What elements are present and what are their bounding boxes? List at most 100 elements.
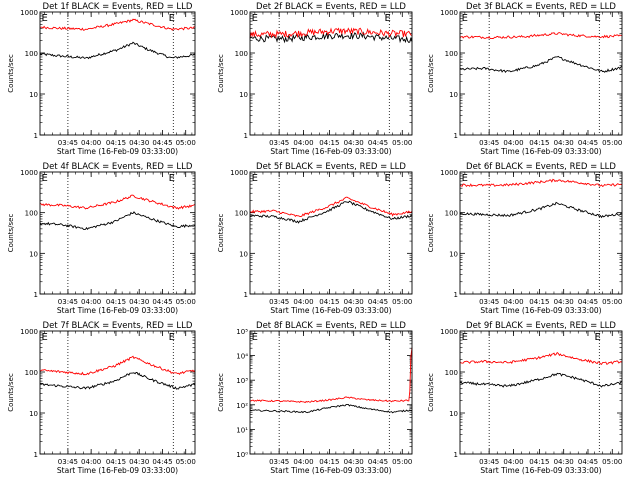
- panel-9: Det 9f BLACK = Events, RED = LLD Counts/s…: [427, 321, 623, 475]
- y-tick-label: 1: [454, 291, 458, 299]
- panel-title: Det 6f BLACK = Events, RED = LLD: [466, 162, 616, 172]
- series-events-line: [459, 372, 623, 388]
- y-tick-label: 1000: [440, 169, 458, 177]
- y-tick-label: 10: [29, 91, 38, 99]
- x-tick-label: 04:45: [368, 139, 388, 147]
- x-axis-label: Start Time (16-Feb-09 03:33:00): [480, 466, 601, 475]
- panel-7: Det 7f BLACK = Events, RED = LLD Counts/s…: [7, 321, 196, 475]
- plot-frame: [249, 11, 413, 136]
- x-tick-label: 05:00: [392, 139, 412, 147]
- e-marker: E: [169, 332, 175, 343]
- panel-6: Det 6f BLACK = Events, RED = LLD Counts/s…: [427, 162, 623, 315]
- x-axis-label: Start Time (16-Feb-09 03:33:00): [57, 466, 178, 475]
- x-tick-label: 04:45: [578, 298, 598, 306]
- y-tick-label: 10⁴: [236, 353, 248, 361]
- e-marker: E: [384, 173, 390, 184]
- plot-frame: [39, 330, 196, 455]
- x-tick-label: 05:00: [176, 458, 196, 466]
- x-tick-label: 04:15: [319, 298, 339, 306]
- e-marker: E: [594, 173, 600, 184]
- y-tick-label: 1000: [20, 9, 38, 17]
- panel-2: Det 2f BLACK = Events, RED = LLD Counts/s…: [217, 2, 413, 156]
- plot-frame: [249, 330, 413, 455]
- y-tick-label: 1: [34, 132, 38, 140]
- series-lld-line: [459, 351, 623, 366]
- panel-1: Det 1f BLACK = Events, RED = LLD Counts/s…: [7, 2, 196, 156]
- e-marker: E: [252, 332, 258, 343]
- plot-frame: [249, 171, 413, 295]
- series-lld-line: [39, 355, 196, 376]
- y-tick-label: 10³: [236, 377, 248, 385]
- e-marker: E: [169, 13, 175, 24]
- x-tick-label: 04:30: [554, 139, 574, 147]
- panel-3: Det 3f BLACK = Events, RED = LLD Counts/s…: [427, 2, 623, 156]
- series-lld-line: [249, 347, 413, 404]
- x-tick-label: 04:45: [152, 458, 172, 466]
- x-tick-label: 04:00: [81, 458, 101, 466]
- y-tick-label: 10⁵: [236, 328, 248, 336]
- x-tick-label: 04:15: [319, 139, 339, 147]
- x-tick-label: 04:00: [81, 298, 101, 306]
- y-tick-label: 10: [449, 410, 458, 418]
- x-tick-label: 03:45: [269, 458, 289, 466]
- plot-frame: [39, 11, 196, 136]
- x-axis-label: Start Time (16-Feb-09 03:33:00): [270, 306, 391, 315]
- panel-title: Det 4f BLACK = Events, RED = LLD: [43, 162, 193, 172]
- x-tick-label: 04:30: [129, 298, 149, 306]
- x-tick-label: 04:00: [503, 139, 523, 147]
- y-tick-label: 10: [29, 250, 38, 258]
- y-tick-label: 1000: [20, 169, 38, 177]
- y-tick-label: 10⁰: [236, 451, 248, 459]
- e-marker: E: [462, 13, 468, 24]
- x-tick-label: 03:45: [479, 139, 499, 147]
- y-tick-label: 100: [25, 369, 38, 377]
- y-axis-label: Counts/sec: [427, 214, 435, 253]
- x-tick-label: 03:45: [479, 458, 499, 466]
- x-tick-label: 05:00: [392, 458, 412, 466]
- x-axis-label: Start Time (16-Feb-09 03:33:00): [270, 147, 391, 156]
- plot-frame: [459, 171, 623, 295]
- x-tick-label: 05:00: [176, 139, 196, 147]
- panel-4: Det 4f BLACK = Events, RED = LLD Counts/s…: [7, 162, 196, 315]
- series-events-line: [459, 55, 623, 73]
- panel-title: Det 5f BLACK = Events, RED = LLD: [256, 162, 406, 172]
- series-lld-line: [39, 18, 196, 31]
- x-tick-label: 04:45: [368, 298, 388, 306]
- y-tick-label: 10: [449, 250, 458, 258]
- y-tick-label: 1: [34, 291, 38, 299]
- y-tick-label: 100: [235, 210, 248, 218]
- x-tick-label: 04:45: [152, 139, 172, 147]
- x-tick-label: 04:15: [106, 458, 126, 466]
- series-events-line: [459, 201, 623, 219]
- plot-frame: [459, 11, 623, 136]
- y-tick-label: 10: [29, 410, 38, 418]
- x-tick-label: 04:00: [81, 139, 101, 147]
- series-lld-line: [249, 27, 413, 39]
- series-lld-line: [39, 194, 196, 210]
- y-tick-label: 100: [445, 369, 458, 377]
- x-tick-label: 04:00: [293, 139, 313, 147]
- x-tick-label: 04:45: [578, 458, 598, 466]
- e-marker: E: [462, 173, 468, 184]
- x-tick-label: 04:30: [344, 139, 364, 147]
- y-tick-label: 100: [25, 210, 38, 218]
- series-events-line: [249, 200, 413, 224]
- y-tick-label: 10²: [236, 402, 248, 410]
- panel-title: Det 3f BLACK = Events, RED = LLD: [466, 2, 616, 12]
- x-tick-label: 04:30: [344, 458, 364, 466]
- y-tick-label: 1: [244, 132, 248, 140]
- y-tick-label: 1000: [20, 328, 38, 336]
- x-tick-label: 04:45: [368, 458, 388, 466]
- y-axis-label: Counts/sec: [217, 214, 225, 253]
- x-tick-label: 04:00: [503, 458, 523, 466]
- panel-5: Det 5f BLACK = Events, RED = LLD Counts/s…: [217, 162, 413, 315]
- e-marker: E: [42, 173, 48, 184]
- x-tick-label: 04:15: [319, 458, 339, 466]
- y-axis-label: Counts/sec: [7, 214, 15, 253]
- y-axis-label: Counts/sec: [217, 54, 225, 93]
- panel-title: Det 7f BLACK = Events, RED = LLD: [43, 321, 193, 331]
- series-events-line: [39, 372, 196, 390]
- plot-frame: [459, 330, 623, 455]
- x-tick-label: 03:45: [269, 139, 289, 147]
- y-tick-label: 1000: [440, 328, 458, 336]
